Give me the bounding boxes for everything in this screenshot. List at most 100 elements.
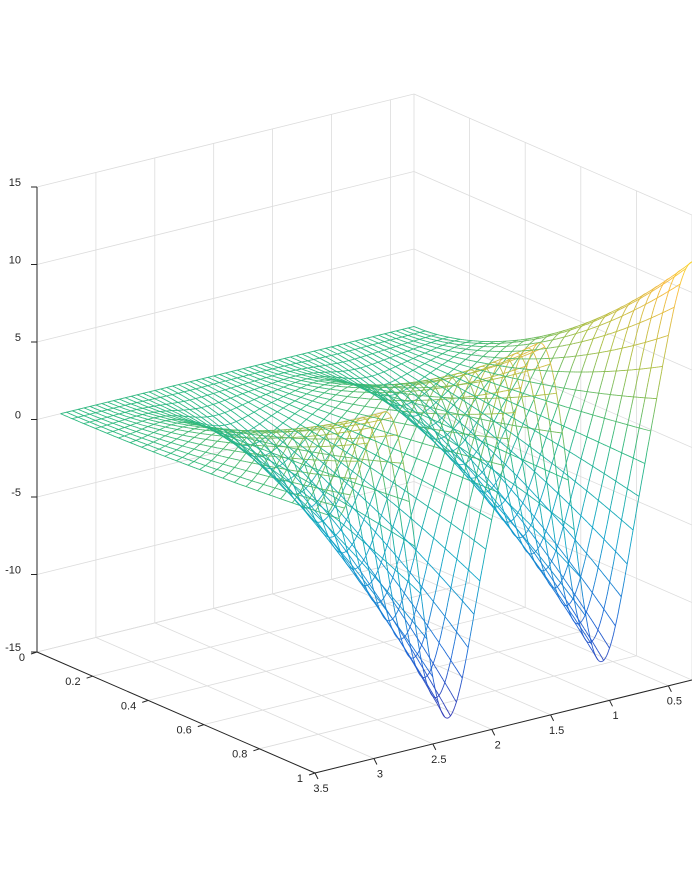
mesh-segment: [301, 441, 304, 443]
mesh-segment: [263, 405, 266, 408]
mesh-segment: [283, 406, 286, 408]
mesh-segment: [338, 403, 340, 406]
mesh-segment: [390, 381, 392, 383]
mesh-segment: [285, 437, 288, 440]
mesh-segment: [496, 413, 499, 416]
mesh-segment: [488, 428, 491, 431]
mesh-segment: [392, 389, 394, 392]
mesh-segment: [503, 347, 505, 350]
mesh-segment: [314, 410, 317, 413]
mesh-segment: [286, 458, 288, 461]
mesh-segment: [401, 401, 404, 404]
mesh-segment: [249, 429, 252, 431]
mesh-segment: [509, 368, 512, 371]
mesh-segment: [508, 353, 511, 356]
mesh-segment: [443, 414, 445, 417]
mesh-segment: [295, 389, 298, 391]
mesh-segment: [304, 385, 307, 387]
mesh-segment: [373, 409, 376, 412]
mesh-segment: [496, 354, 498, 356]
mesh-segment: [514, 382, 517, 385]
mesh-segment: [322, 393, 324, 395]
mesh-segment: [237, 433, 240, 436]
mesh-segment: [407, 372, 410, 374]
mesh-segment: [280, 397, 282, 399]
mesh-segment: [339, 418, 341, 421]
mesh-segment: [225, 444, 228, 447]
mesh-segment: [286, 404, 289, 406]
mesh-segment: [201, 431, 204, 433]
mesh-segment: [207, 449, 209, 451]
mesh-segment: [467, 386, 470, 388]
mesh-segment: [184, 443, 186, 445]
mesh-segment: [466, 435, 469, 438]
mesh-segment: [486, 343, 489, 345]
mesh-segment: [422, 394, 424, 396]
mesh-segment: [422, 377, 424, 379]
mesh-segment: [445, 391, 448, 394]
mesh-segment: [442, 436, 444, 439]
mesh-segment: [408, 371, 411, 373]
mesh-segment: [454, 382, 456, 385]
mesh-segment: [183, 455, 185, 458]
mesh-segment: [268, 452, 271, 454]
mesh-segment: [336, 500, 339, 504]
mesh-segment: [468, 385, 471, 387]
mesh-segment: [177, 437, 180, 439]
mesh-segment: [444, 433, 447, 437]
mesh-segment: [433, 357, 435, 360]
mesh-segment: [473, 363, 476, 366]
mesh-segment: [474, 423, 476, 426]
mesh-segment: [492, 347, 495, 349]
mesh-segment: [436, 400, 439, 402]
mesh-segment: [513, 362, 516, 365]
mesh-segment: [200, 442, 203, 444]
mesh-segment: [156, 439, 158, 442]
mesh-segment: [467, 356, 469, 359]
mesh-segment: [361, 408, 364, 411]
mesh-segment: [202, 440, 205, 443]
mesh-segment: [391, 389, 393, 391]
mesh-segment: [437, 355, 439, 357]
mesh-segment: [207, 462, 209, 465]
mesh-segment: [459, 395, 462, 398]
mesh-segment: [280, 423, 283, 425]
mesh-segment: [308, 391, 310, 394]
mesh-segment: [314, 475, 316, 478]
mesh-segment: [371, 396, 373, 399]
mesh-segment: [314, 398, 316, 400]
mesh-segment: [345, 452, 348, 455]
grid-line: [36, 403, 415, 498]
mesh-segment: [295, 411, 298, 414]
mesh-segment: [481, 346, 483, 349]
mesh-segment: [337, 439, 340, 442]
mesh-segment: [292, 414, 295, 416]
mesh-segment: [479, 357, 482, 360]
mesh-segment: [312, 504, 314, 507]
mesh-segment: [414, 368, 417, 370]
mesh-segment: [217, 467, 220, 469]
mesh-segment: [223, 446, 226, 449]
mesh-segment: [315, 387, 317, 390]
mesh-segment: [289, 402, 292, 405]
mesh-segment: [503, 401, 506, 404]
grid-line: [259, 655, 637, 750]
mesh-segment: [331, 387, 334, 389]
mesh-segment: [454, 448, 457, 450]
mesh-segment: [212, 433, 214, 435]
mesh-segment: [298, 409, 300, 412]
mesh-segment: [360, 394, 363, 397]
mesh-segment: [397, 378, 399, 380]
mesh-segment: [286, 418, 289, 421]
mesh-segment: [526, 345, 529, 348]
mesh-segment: [475, 350, 477, 353]
mesh-segment: [243, 447, 245, 450]
mesh-segment: [449, 387, 452, 390]
mesh-segment: [229, 455, 232, 458]
mesh-segment: [502, 348, 504, 350]
mesh-segment: [267, 403, 269, 405]
mesh-segment: [415, 399, 417, 401]
mesh-segment: [179, 446, 181, 449]
mesh-segment: [495, 355, 498, 357]
mesh-segment: [332, 396, 335, 398]
